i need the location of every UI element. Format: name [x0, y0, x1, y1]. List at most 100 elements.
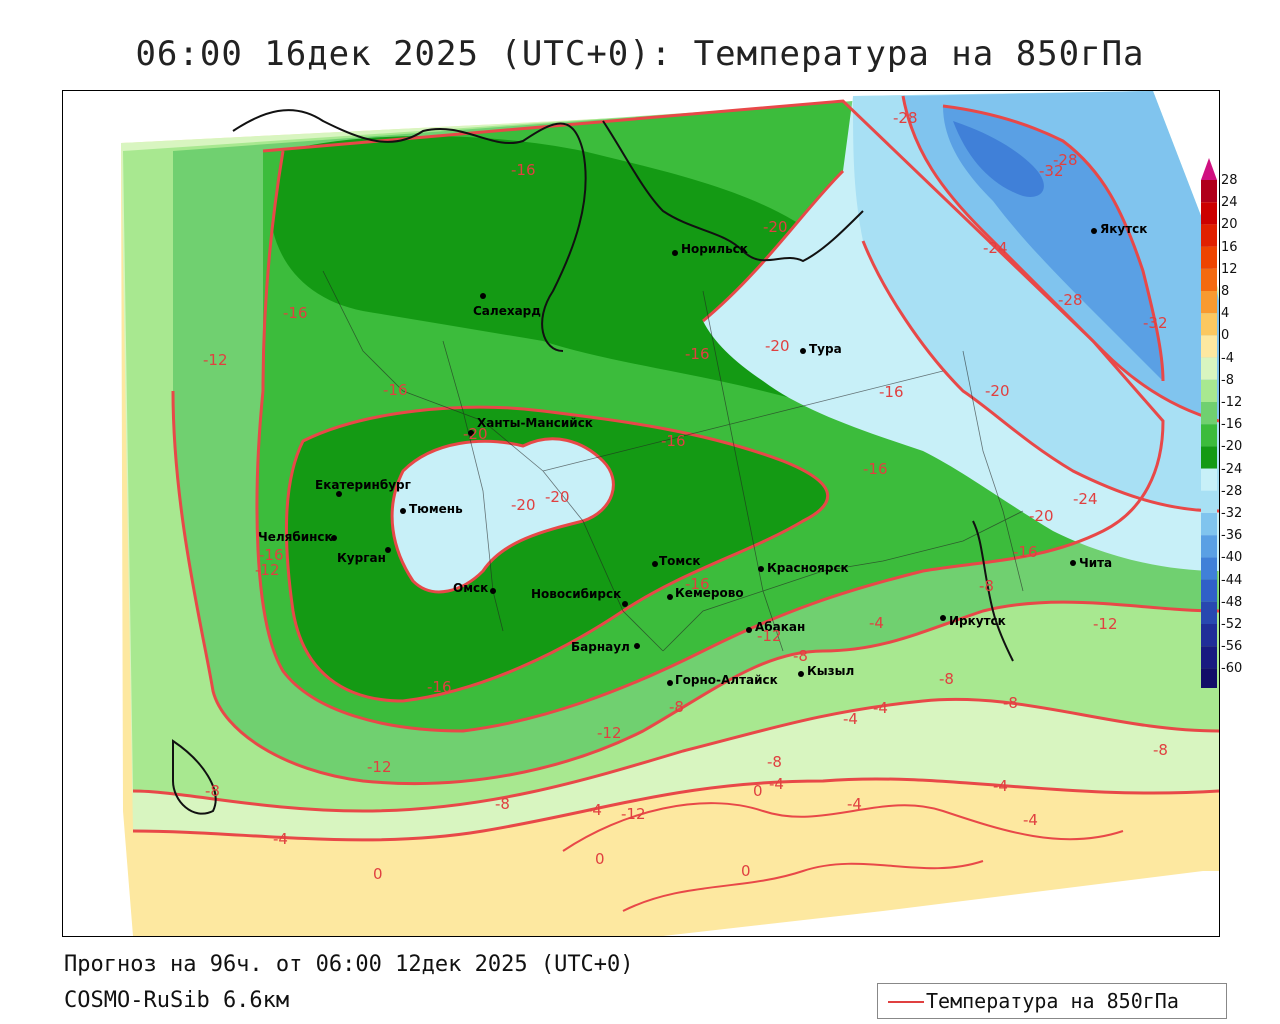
colorbar-swatch	[1201, 446, 1217, 469]
contour-label: -8	[1153, 741, 1168, 759]
contour-label: -4	[1023, 811, 1038, 829]
city-ekaterinburg: Екатеринбург	[315, 478, 411, 492]
contour-label: -28	[893, 109, 918, 127]
colorbar-tick-label: 28	[1221, 173, 1238, 188]
city-chelyabinsk: Челябинск	[258, 530, 333, 544]
contour-label: -12	[1093, 615, 1118, 633]
colorbar-swatch	[1201, 513, 1217, 536]
contour-label: -4	[869, 614, 884, 632]
colorbar-swatch	[1201, 646, 1217, 669]
colorbar-tick-label: 8	[1221, 284, 1230, 299]
contour-label: -16	[661, 432, 686, 450]
colorbar-swatch	[1201, 224, 1217, 247]
colorbar-top-arrow	[1201, 158, 1217, 180]
contour-label: -28	[1053, 151, 1078, 169]
colorbar-tick-label: -48	[1221, 594, 1243, 610]
colorbar-swatch	[1201, 268, 1217, 291]
city-tomsk: Томск	[659, 554, 701, 568]
contour-label: -16	[685, 345, 710, 363]
zone-minus-36	[953, 121, 1044, 197]
contour-label: 0	[753, 782, 763, 800]
city-dots	[331, 228, 1097, 686]
contour-label: -12	[203, 351, 228, 369]
colorbar-tick-label: -60	[1221, 661, 1243, 677]
colorbar-swatch	[1201, 490, 1217, 513]
temperature-colorbar: 28 24 20 16 12 8 4 0 -4 -8 -12 -16 -20 -24 -28 -32 -36 -4…	[1200, 158, 1280, 688]
colorbar-swatch	[1201, 180, 1217, 203]
legend-label: Температура на 850гПа	[926, 989, 1179, 1013]
colorbar-tick-label: 4	[1221, 306, 1230, 322]
colorbar-tick-label: -52	[1221, 617, 1243, 632]
city-novosibirsk: Новосибирск	[531, 587, 621, 601]
contour-label: -4	[769, 775, 784, 793]
temperature-map[interactable]: Норильск Салехард Тура Якутск Ханты-Манс…	[62, 90, 1220, 937]
contour-label: -16	[879, 383, 904, 401]
colorbar-tick-label: 20	[1221, 217, 1238, 233]
contour-label: -16	[259, 546, 284, 564]
colorbar-swatch	[1201, 535, 1217, 558]
colorbar-swatch	[1201, 601, 1217, 624]
contour-label: -8	[767, 753, 782, 771]
colorbar-swatch	[1201, 468, 1217, 491]
colorbar-tick-label: -12	[1221, 395, 1243, 410]
colorbar-tick-label: -28	[1221, 483, 1243, 499]
contour-label: -16	[863, 460, 888, 478]
contour-label: -20	[463, 425, 488, 443]
city-tura: Тура	[809, 342, 842, 356]
forecast-info: Прогноз на 96ч. от 06:00 12дек 2025 (UTC…	[64, 952, 634, 977]
city-irkutsk: Иркутск	[949, 614, 1006, 628]
contour-label: -28	[1058, 291, 1083, 309]
contour-label: -20	[763, 218, 788, 236]
contour-label: -24	[983, 239, 1008, 257]
contour-label: -20	[511, 496, 536, 514]
contour-label: 0	[373, 865, 383, 883]
colorbar-swatch	[1201, 246, 1217, 269]
coastline	[172, 109, 1014, 815]
colorbar-tick-label: -4	[1221, 350, 1234, 366]
contour-label: -8	[793, 647, 808, 665]
city-abakan: Абакан	[755, 620, 805, 634]
colorbar-swatch	[1201, 291, 1217, 314]
colorbar-tick-label: 24	[1221, 195, 1238, 211]
contour-label: -16	[685, 575, 710, 593]
contour-label: -12	[367, 758, 392, 776]
contour-label: -12	[255, 561, 280, 579]
colorbar-swatch	[1201, 202, 1217, 225]
city-barnaul: Барнаул	[571, 640, 630, 654]
colorbar-tick-label: -40	[1221, 550, 1243, 566]
contour-label: -20	[545, 488, 570, 506]
contour-label: 0	[595, 850, 605, 868]
city-labels: Норильск Салехард Тура Якутск Ханты-Манс…	[258, 222, 1147, 687]
zone-cold-central	[392, 438, 614, 592]
city-norilsk: Норильск	[681, 242, 748, 256]
legend-line-swatch	[888, 1001, 924, 1003]
city-kyzyl: Кызыл	[807, 664, 854, 678]
contour-label: -8	[669, 698, 684, 716]
colorbar-swatch	[1201, 313, 1217, 336]
colorbar-tick-label: 16	[1221, 239, 1238, 255]
colorbar-swatch	[1201, 357, 1217, 380]
contour-label: -32	[1039, 162, 1064, 180]
colorbar-tick-label: -44	[1221, 572, 1243, 588]
contour-label: -8	[205, 782, 220, 800]
city-yakutsk: Якутск	[1100, 222, 1147, 236]
colorbar-swatch	[1201, 624, 1217, 647]
contour-label: -16	[383, 381, 408, 399]
city-omsk: Омск	[453, 581, 488, 595]
city-tyumen: Тюмень	[409, 502, 463, 516]
contour-label: -20	[765, 337, 790, 355]
colorbar-swatch	[1201, 402, 1217, 425]
city-salekhard: Салехард	[473, 304, 541, 318]
contour-value-labels: -16 -28 -28 -32 -20 -24 -28 -32 -16 -12 …	[203, 109, 1168, 883]
city-khanty-mansiysk: Ханты-Мансийск	[477, 416, 593, 430]
contour-label: -4	[273, 830, 288, 848]
colorbar-swatch	[1201, 335, 1217, 358]
city-kemerovo: Кемерово	[675, 586, 744, 600]
contour-label: -32	[1143, 314, 1168, 332]
contour-label: -20	[1029, 507, 1054, 525]
city-kurgan: Курган	[337, 551, 386, 565]
colorbar-tick-label: -56	[1221, 639, 1243, 655]
contour-label: -16	[283, 304, 308, 322]
colorbar-tick-label: -20	[1221, 439, 1243, 455]
colorbar-tick-label: 12	[1221, 261, 1238, 277]
